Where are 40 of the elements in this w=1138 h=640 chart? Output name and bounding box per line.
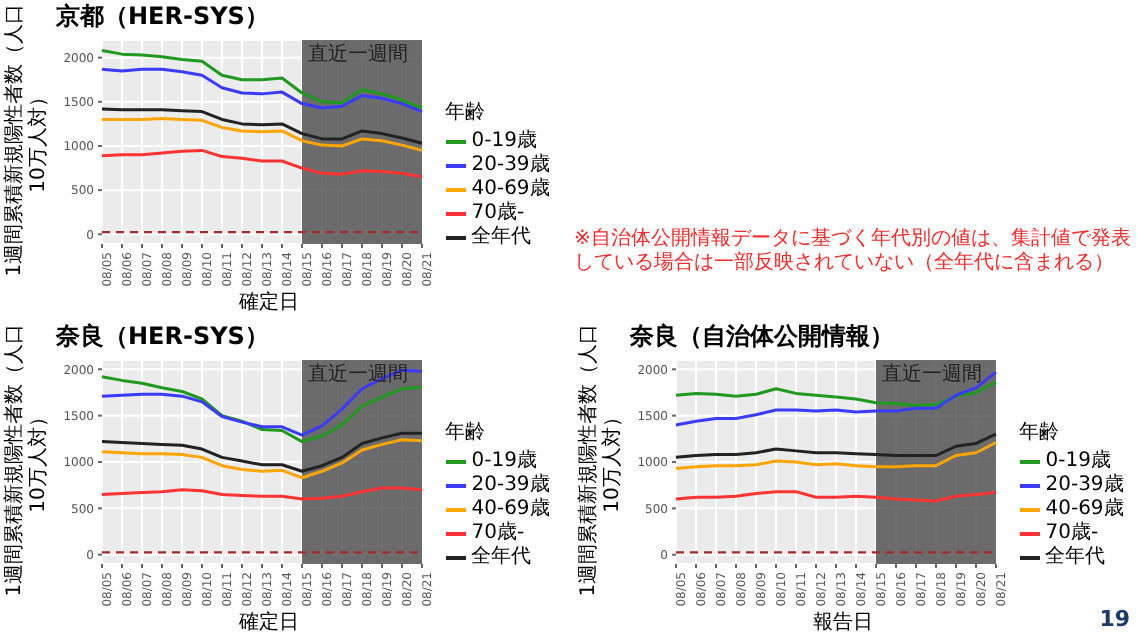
text: 19 xyxy=(1099,606,1130,632)
legend-label: 全年代 xyxy=(1045,546,1106,570)
chart-title: 奈良（自治体公開情報） xyxy=(630,322,894,350)
legend-label: 70歳- xyxy=(471,202,525,226)
legend-label: 全年代 xyxy=(471,546,532,570)
line-series xyxy=(99,438,423,480)
line-series xyxy=(99,107,423,145)
legend-title: 年齢 xyxy=(1019,419,1062,446)
legend-label: 0-19歳 xyxy=(471,450,537,473)
line-series xyxy=(673,432,997,459)
legend-label: 70歳- xyxy=(471,522,525,546)
legend-label: 40-69歳 xyxy=(471,498,550,521)
line-series xyxy=(673,441,997,470)
x-axis-title: 報告日 xyxy=(811,612,876,636)
legend-label: 0-19歳 xyxy=(1045,450,1111,473)
y-axis-title: 1週間累積新規陽性者数（人口10万人対） xyxy=(4,321,52,600)
y-axis-title: 1週間累積新規陽性者数（人口10万人対） xyxy=(4,1,52,280)
text: ※自治体公開情報データに基づく年代別の値は、集計値で発表している場合は一部反映されていない（全年代に含まれる） xyxy=(574,228,1133,276)
y-axis-title: 1週間累積新規陽性者数（人口10万人対） xyxy=(578,321,626,600)
legend-label: 20-39歳 xyxy=(471,474,550,497)
legend-label: 40-69歳 xyxy=(1045,498,1124,521)
legend-label: 70歳- xyxy=(1045,522,1099,546)
chart-title: 奈良（HER-SYS） xyxy=(56,322,269,350)
chart-title: 京都（HER-SYS） xyxy=(56,2,269,30)
legend-title: 年齢 xyxy=(445,419,488,446)
legend-label: 20-39歳 xyxy=(471,154,550,177)
legend-label: 0-19歳 xyxy=(471,130,537,153)
x-axis-title: 確定日 xyxy=(237,612,302,636)
line-series xyxy=(99,148,423,179)
x-axis-title: 確定日 xyxy=(237,292,302,316)
line-series xyxy=(99,431,423,473)
line-series xyxy=(99,117,423,152)
line-series xyxy=(99,67,423,114)
legend-label: 40-69歳 xyxy=(471,178,550,201)
band-label: 直近一週間 xyxy=(881,362,982,387)
legend-title: 年齢 xyxy=(445,99,488,126)
line-series xyxy=(673,380,997,407)
legend-label: 全年代 xyxy=(471,226,532,250)
legend-label: 20-39歳 xyxy=(1045,474,1124,497)
band-label: 直近一週間 xyxy=(307,42,408,67)
